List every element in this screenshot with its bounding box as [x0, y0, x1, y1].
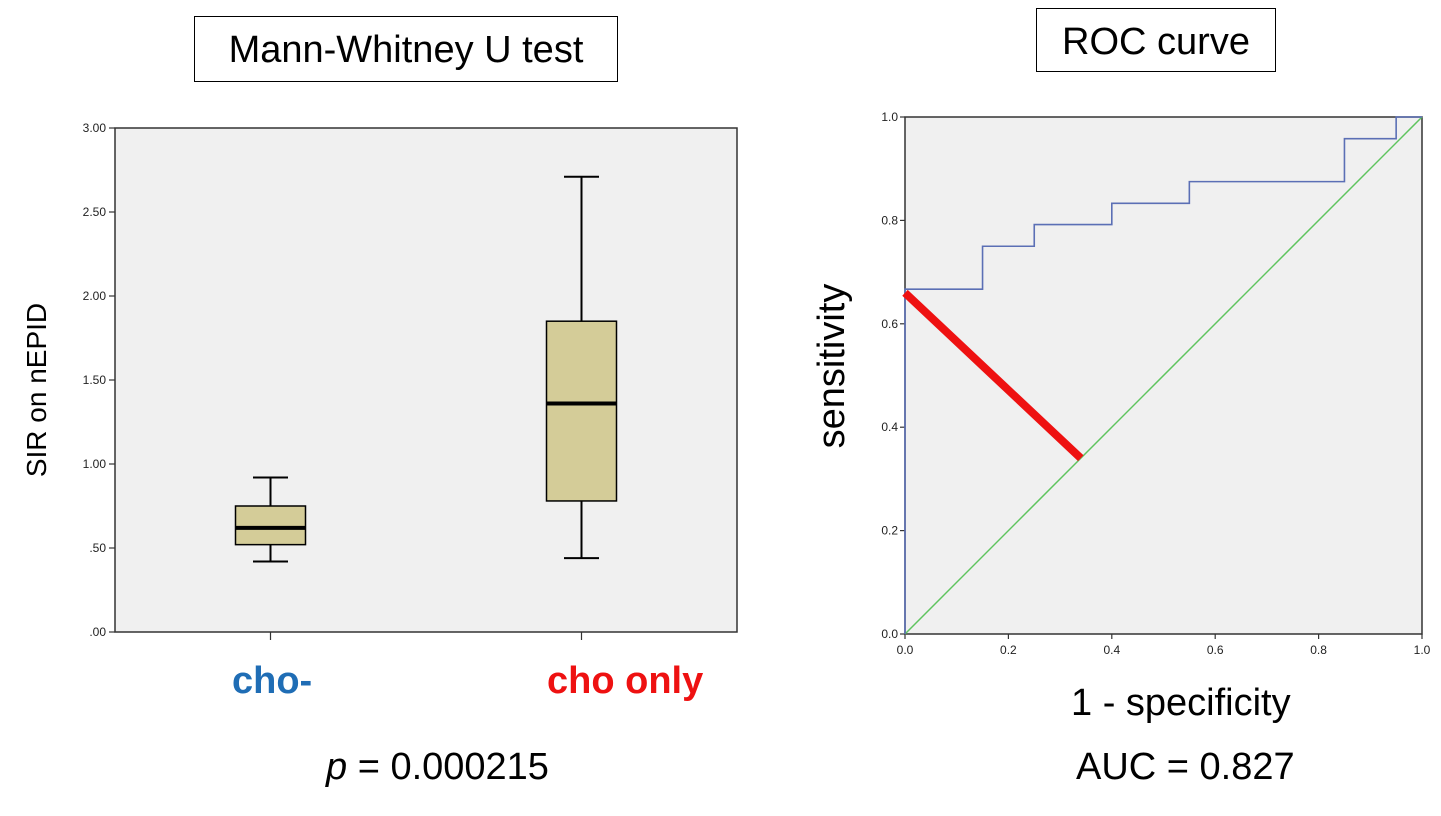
roc-y-tick-label: 0.2 — [881, 524, 898, 538]
roc-highlight-line — [902, 289, 1084, 462]
box-y-tick-label: .50 — [89, 541, 106, 555]
box-category-label-cho-minus: cho- — [232, 660, 313, 702]
p-symbol: p — [326, 746, 348, 788]
box-iqr — [234, 505, 307, 546]
roc-curve-line — [904, 116, 1422, 634]
roc-x-tick-label: 0.6 — [1207, 643, 1224, 657]
box-iqr — [545, 320, 618, 502]
p-value: = 0.000215 — [347, 746, 549, 788]
box-y-tick-label: 2.50 — [83, 205, 107, 219]
roc-y-tick-label: 0.0 — [881, 627, 898, 641]
roc-y-tick-label: 1.0 — [881, 110, 898, 124]
p-value-text: p = 0.000215 — [326, 748, 549, 786]
mann-whitney-title: Mann-Whitney U test — [194, 16, 618, 82]
roc-y-tick-label: 0.8 — [881, 213, 898, 227]
roc-y-tick-label: 0.6 — [881, 317, 898, 331]
box-category-label-cho-only: cho only — [547, 660, 704, 702]
roc-y-tick-label: 0.4 — [881, 420, 898, 434]
roc-reference-line — [904, 116, 1423, 635]
roc-x-tick-label: 0.0 — [897, 643, 914, 657]
box-y-tick-label: 2.00 — [83, 289, 107, 303]
box-y-tick-label: 1.00 — [83, 457, 107, 471]
roc-x-tick-label: 0.8 — [1310, 643, 1327, 657]
roc-x-tick-label: 1.0 — [1414, 643, 1431, 657]
box-y-tick-label: .00 — [89, 625, 106, 639]
box-y-tick-label: 1.50 — [83, 373, 107, 387]
roc-y-axis-label: sensitivity — [811, 283, 853, 449]
auc-text: AUC = 0.827 — [1076, 746, 1295, 788]
box-y-axis-label: SIR on nEPID — [21, 302, 52, 478]
box-plot-area — [114, 127, 738, 633]
roc-x-tick-label: 0.4 — [1103, 643, 1120, 657]
roc-x-axis-label: 1 - specificity — [1071, 682, 1291, 724]
roc-title: ROC curve — [1036, 8, 1276, 72]
box-y-tick-label: 3.00 — [83, 121, 107, 135]
roc-x-tick-label: 0.2 — [1000, 643, 1017, 657]
